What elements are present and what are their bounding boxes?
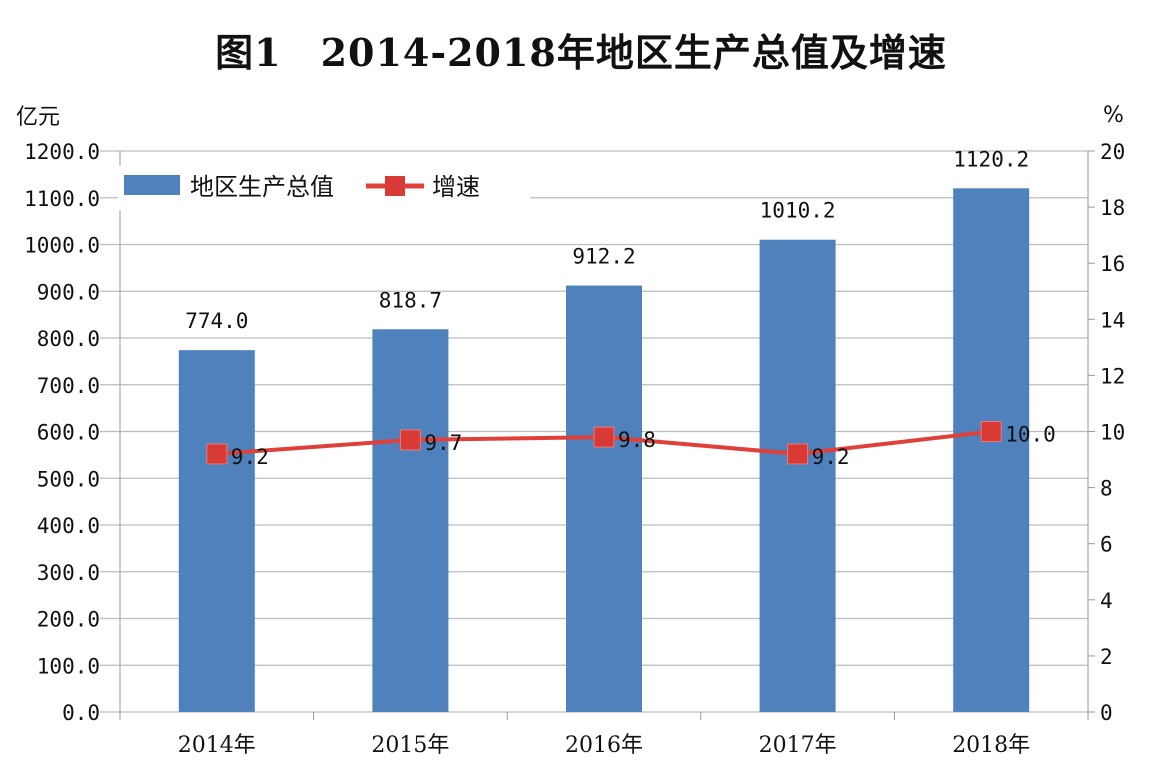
y-tick-left: 1100.0 [24,187,100,211]
y-tick-left: 100.0 [37,654,100,678]
line-marker [593,426,615,448]
y-tick-right: 2 [1100,645,1113,669]
y-tick-left: 1000.0 [24,234,100,258]
y-tick-left: 300.0 [37,561,100,585]
legend-label: 地区生产总值 [190,173,334,201]
bar [178,350,255,712]
y-tick-left: 800.0 [37,327,100,351]
line-marker [980,421,1002,442]
legend-swatch-bar [124,175,180,195]
bar [566,285,642,712]
x-tick-label: 2014年 [178,733,256,758]
legend-swatch-marker [385,176,405,196]
y-tick-left: 500.0 [37,467,100,491]
x-tick-label: 2015年 [371,733,449,758]
y-tick-right: 16 [1100,252,1125,276]
y-tick-right: 8 [1100,477,1113,501]
y-tick-right: 0 [1100,701,1113,725]
y-tick-left: 600.0 [37,421,100,445]
y-tick-right: 6 [1100,533,1113,557]
y-tick-right: 14 [1100,308,1125,332]
x-tick-label: 2017年 [759,733,837,758]
y-axis-left-label: 亿元 [16,105,60,130]
bar-data-label: 1010.2 [760,199,836,223]
y-tick-right: 18 [1100,196,1125,220]
legend [118,166,530,210]
y-tick-right: 12 [1100,364,1125,388]
line-data-label: 9.7 [424,431,462,455]
line-data-label: 9.8 [618,428,656,452]
bar [372,329,449,712]
bar-data-label: 1120.2 [953,147,1029,171]
y-tick-left: 700.0 [37,374,100,398]
y-tick-left: 900.0 [37,280,100,304]
bar-data-label: 818.7 [379,288,442,312]
line-data-label: 10.0 [1005,423,1056,447]
line-data-label: 9.2 [812,445,850,469]
y-tick-left: 200.0 [37,608,100,632]
y-axis-right-label: % [1103,103,1124,128]
legend-label: 增速 [432,173,480,201]
y-tick-right: 10 [1100,421,1125,445]
line-marker [787,443,809,465]
bar [759,239,836,712]
y-tick-right: 20 [1100,140,1125,164]
line-data-label: 9.2 [231,445,269,469]
bar-data-label: 912.2 [572,245,635,269]
bar-data-label: 774.0 [185,309,248,333]
line-marker [206,443,228,465]
line-marker [399,429,421,451]
y-tick-left: 0.0 [62,701,100,725]
x-tick-label: 2018年 [952,733,1030,758]
x-tick-label: 2016年 [565,733,643,758]
y-tick-left: 1200.0 [24,140,100,164]
chart-title: 图1 2014-2018年地区生产总值及增速 [215,30,947,75]
y-tick-left: 400.0 [37,514,100,538]
bar [953,188,1030,712]
y-tick-right: 4 [1100,589,1113,613]
